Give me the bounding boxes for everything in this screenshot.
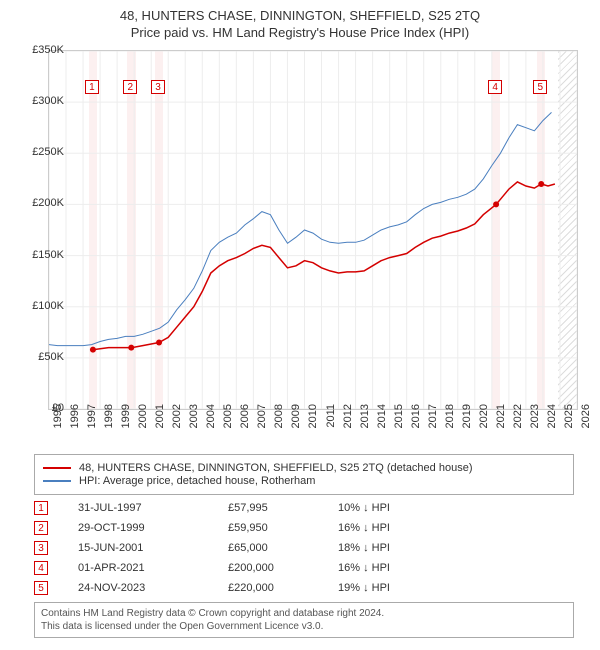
sales-table: 1 31-JUL-1997£57,99510% ↓ HPI 2 29-OCT-1999… [34, 498, 574, 598]
sale-diff: 16% ↓ HPI [338, 522, 458, 534]
y-tick-label: £200K [14, 197, 64, 209]
sale-price: £220,000 [228, 582, 338, 594]
sale-marker: 3 [34, 541, 48, 555]
x-tick-label: 2020 [478, 404, 490, 444]
sales-row: 5 24-NOV-2023£220,00019% ↓ HPI [34, 578, 574, 598]
y-tick-label: £250K [14, 146, 64, 158]
x-tick-label: 2000 [137, 404, 149, 444]
y-tick-label: £100K [14, 300, 64, 312]
legend-swatch-hpi [43, 480, 71, 482]
legend-row-property: 48, HUNTERS CHASE, DINNINGTON, SHEFFIELD… [43, 462, 565, 474]
chart-container: 48, HUNTERS CHASE, DINNINGTON, SHEFFIELD… [0, 0, 600, 650]
sale-price: £57,995 [228, 502, 338, 514]
x-tick-label: 2015 [393, 404, 405, 444]
sale-marker: 3 [151, 80, 165, 94]
x-tick-label: 2016 [410, 404, 422, 444]
x-tick-label: 2026 [580, 404, 592, 444]
x-tick-label: 2002 [171, 404, 183, 444]
x-tick-label: 2019 [461, 404, 473, 444]
x-tick-label: 2003 [188, 404, 200, 444]
sale-marker: 1 [85, 80, 99, 94]
sales-row: 2 29-OCT-1999£59,95016% ↓ HPI [34, 518, 574, 538]
sale-price: £200,000 [228, 562, 338, 574]
sale-diff: 19% ↓ HPI [338, 582, 458, 594]
sale-marker: 4 [34, 561, 48, 575]
legend-label-property: 48, HUNTERS CHASE, DINNINGTON, SHEFFIELD… [79, 462, 472, 474]
x-tick-label: 1995 [52, 404, 64, 444]
title-main: 48, HUNTERS CHASE, DINNINGTON, SHEFFIELD… [0, 8, 600, 23]
x-tick-label: 2021 [495, 404, 507, 444]
x-tick-label: 1999 [120, 404, 132, 444]
x-tick-label: 1996 [69, 404, 81, 444]
x-tick-label: 2007 [256, 404, 268, 444]
x-tick-label: 2006 [239, 404, 251, 444]
sale-diff: 10% ↓ HPI [338, 502, 458, 514]
x-tick-label: 2009 [290, 404, 302, 444]
sale-price: £59,950 [228, 522, 338, 534]
legend-swatch-property [43, 467, 71, 469]
sale-marker: 5 [34, 581, 48, 595]
x-tick-label: 2022 [512, 404, 524, 444]
sale-marker: 2 [34, 521, 48, 535]
chart-plot-area [48, 50, 578, 410]
x-tick-label: 2024 [546, 404, 558, 444]
x-tick-label: 2023 [529, 404, 541, 444]
sale-diff: 18% ↓ HPI [338, 542, 458, 554]
y-tick-label: £300K [14, 95, 64, 107]
title-block: 48, HUNTERS CHASE, DINNINGTON, SHEFFIELD… [0, 0, 600, 40]
x-tick-label: 2017 [427, 404, 439, 444]
sale-marker: 5 [533, 80, 547, 94]
x-tick-label: 1998 [103, 404, 115, 444]
x-tick-label: 2014 [376, 404, 388, 444]
x-tick-label: 2004 [205, 404, 217, 444]
sale-marker: 2 [123, 80, 137, 94]
x-tick-label: 2010 [307, 404, 319, 444]
y-tick-label: £50K [14, 351, 64, 363]
y-tick-label: £150K [14, 249, 64, 261]
title-sub: Price paid vs. HM Land Registry's House … [0, 25, 600, 40]
x-tick-label: 2001 [154, 404, 166, 444]
sales-row: 4 01-APR-2021£200,00016% ↓ HPI [34, 558, 574, 578]
footer-line2: This data is licensed under the Open Gov… [41, 620, 567, 633]
chart-svg [49, 51, 577, 409]
legend: 48, HUNTERS CHASE, DINNINGTON, SHEFFIELD… [34, 454, 574, 495]
x-tick-label: 2005 [222, 404, 234, 444]
x-tick-label: 2013 [359, 404, 371, 444]
x-tick-label: 2008 [273, 404, 285, 444]
footer: Contains HM Land Registry data © Crown c… [34, 602, 574, 638]
x-tick-label: 2018 [444, 404, 456, 444]
legend-label-hpi: HPI: Average price, detached house, Roth… [79, 475, 315, 487]
sale-date: 01-APR-2021 [78, 562, 228, 574]
sale-date: 15-JUN-2001 [78, 542, 228, 554]
legend-row-hpi: HPI: Average price, detached house, Roth… [43, 475, 565, 487]
sale-date: 24-NOV-2023 [78, 582, 228, 594]
footer-line1: Contains HM Land Registry data © Crown c… [41, 607, 567, 620]
sale-date: 31-JUL-1997 [78, 502, 228, 514]
sales-row: 3 15-JUN-2001£65,00018% ↓ HPI [34, 538, 574, 558]
sale-marker: 1 [34, 501, 48, 515]
sales-row: 1 31-JUL-1997£57,99510% ↓ HPI [34, 498, 574, 518]
sale-diff: 16% ↓ HPI [338, 562, 458, 574]
sale-price: £65,000 [228, 542, 338, 554]
sale-marker: 4 [488, 80, 502, 94]
x-tick-label: 2011 [325, 404, 337, 444]
y-tick-label: £350K [14, 44, 64, 56]
sale-date: 29-OCT-1999 [78, 522, 228, 534]
x-tick-label: 1997 [86, 404, 98, 444]
x-tick-label: 2012 [342, 404, 354, 444]
x-tick-label: 2025 [563, 404, 575, 444]
